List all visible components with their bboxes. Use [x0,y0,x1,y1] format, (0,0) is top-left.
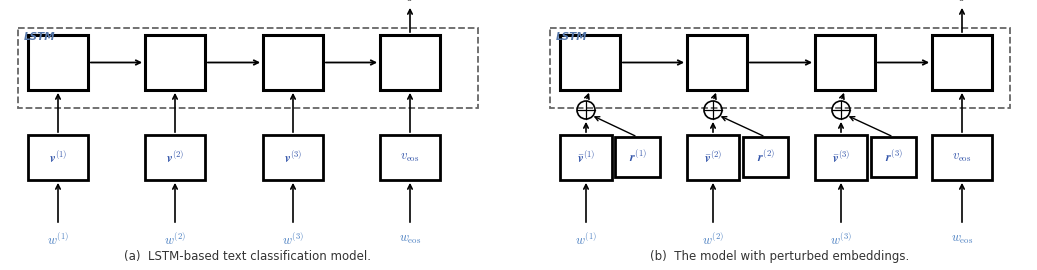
Text: LSTM: LSTM [556,32,588,42]
Text: $\boldsymbol{r}^{(1)}$: $\boldsymbol{r}^{(1)}$ [628,149,646,165]
Bar [932,35,992,90]
Text: $\boldsymbol{v}^{(3)}$: $\boldsymbol{v}^{(3)}$ [284,149,302,166]
Text: $w_{\mathrm{eos}}$: $w_{\mathrm{eos}}$ [399,234,421,247]
Text: (a)  LSTM-based text classification model.: (a) LSTM-based text classification model… [124,250,371,263]
Text: $\bar{\boldsymbol{v}}^{(3)}$: $\bar{\boldsymbol{v}}^{(3)}$ [832,149,850,166]
Text: $w^{(2)}$: $w^{(2)}$ [702,232,724,248]
Text: $w^{(3)}$: $w^{(3)}$ [282,232,304,248]
Text: $v_{\mathrm{eos}}$: $v_{\mathrm{eos}}$ [952,151,972,164]
Bar [28,35,88,90]
Text: $w_{\mathrm{eos}}$: $w_{\mathrm{eos}}$ [951,234,973,247]
Bar [560,35,620,90]
Text: $\boldsymbol{r}^{(2)}$: $\boldsymbol{r}^{(2)}$ [757,149,775,165]
Bar [263,35,323,90]
Text: $w^{(1)}$: $w^{(1)}$ [47,232,69,248]
Bar [815,135,867,180]
Bar [28,135,88,180]
Text: $w^{(2)}$: $w^{(2)}$ [164,232,186,248]
Bar [550,28,1010,108]
Bar [145,135,205,180]
Text: $\bar{\boldsymbol{v}}^{(1)}$: $\bar{\boldsymbol{v}}^{(1)}$ [577,149,595,166]
Bar [932,135,992,180]
Text: $y$: $y$ [405,0,415,3]
Text: $\boldsymbol{v}^{(2)}$: $\boldsymbol{v}^{(2)}$ [166,149,185,166]
Text: LSTM: LSTM [24,32,56,42]
Bar [815,35,875,90]
Bar [380,35,440,90]
Text: $v_{\mathrm{eos}}$: $v_{\mathrm{eos}}$ [400,151,420,164]
Text: $w^{(1)}$: $w^{(1)}$ [574,232,597,248]
Bar [145,35,205,90]
Bar [686,35,747,90]
Bar [560,135,612,180]
Text: $\boldsymbol{r}^{(3)}$: $\boldsymbol{r}^{(3)}$ [885,149,902,165]
Text: (b)  The model with perturbed embeddings.: (b) The model with perturbed embeddings. [650,250,909,263]
Text: $\bar{\boldsymbol{v}}^{(2)}$: $\bar{\boldsymbol{v}}^{(2)}$ [704,149,722,166]
Bar [380,135,440,180]
Bar [871,137,916,177]
Text: $y$: $y$ [957,0,966,3]
Bar [615,137,660,177]
Bar [686,135,739,180]
Bar [263,135,323,180]
Text: $\boldsymbol{v}^{(1)}$: $\boldsymbol{v}^{(1)}$ [49,149,67,166]
Bar [742,137,788,177]
Text: $w^{(3)}$: $w^{(3)}$ [830,232,852,248]
Bar [18,28,478,108]
